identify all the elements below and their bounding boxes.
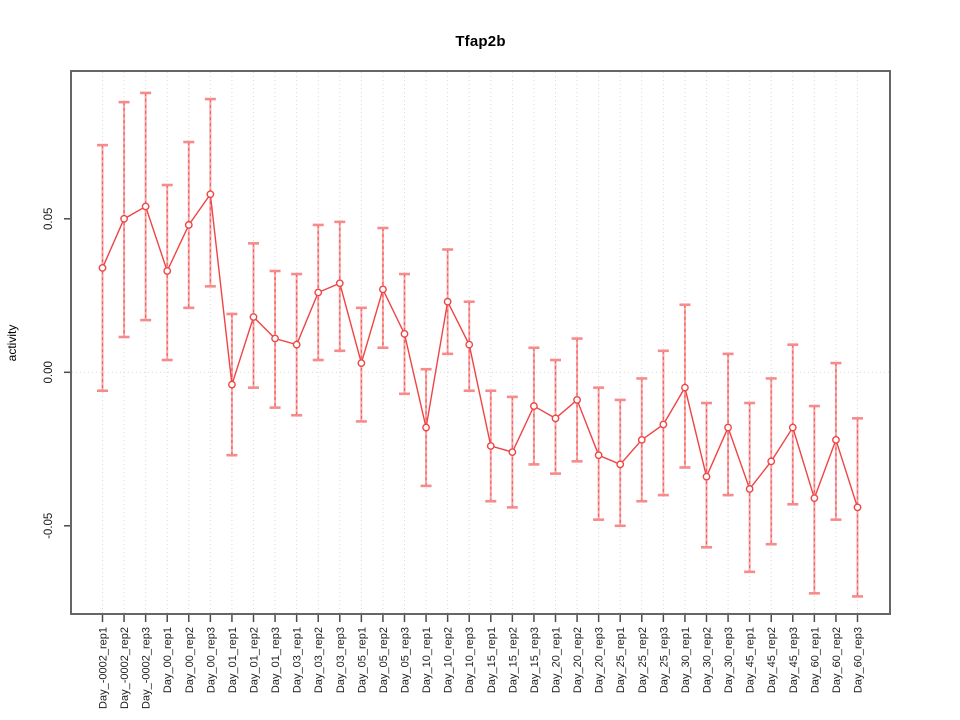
x-tick-label: Day_20_rep3 xyxy=(594,627,606,693)
data-point-marker xyxy=(271,334,279,343)
x-tick-label: Day_45_rep1 xyxy=(745,627,757,693)
data-point-marker xyxy=(206,190,215,199)
x-tick-label: Day_01_rep3 xyxy=(270,627,282,693)
x-tick-label: Day_01_rep1 xyxy=(227,627,239,693)
x-tick-label: Day_00_rep3 xyxy=(205,627,217,693)
x-tick-label: Day_15_rep2 xyxy=(507,627,519,693)
data-point-marker xyxy=(530,402,538,410)
data-point-marker xyxy=(573,396,581,404)
x-tick-label: Day_60_rep3 xyxy=(853,627,865,693)
data-point-marker xyxy=(702,472,711,481)
data-point-marker xyxy=(335,279,344,288)
x-tick-label: Day_10_rep3 xyxy=(464,627,476,693)
x-tick-label: Day_15_rep1 xyxy=(486,627,498,693)
data-point-marker xyxy=(508,448,517,457)
x-tick-label: Day_01_rep2 xyxy=(249,627,261,693)
data-point-marker xyxy=(422,423,430,432)
y-tick-label: 0.05 xyxy=(43,208,55,230)
x-tick-label: Day_-0002_rep1 xyxy=(98,627,110,709)
data-point-marker xyxy=(681,383,689,392)
data-point-marker xyxy=(314,288,323,297)
x-tick-label: Day_25_rep3 xyxy=(658,627,670,693)
data-point-marker xyxy=(637,435,646,444)
x-tick-label: Day_30_rep1 xyxy=(680,627,692,693)
x-tick-label: Day_45_rep2 xyxy=(766,627,778,693)
data-point-marker xyxy=(400,330,409,338)
data-point-marker xyxy=(810,494,819,503)
data-point-marker xyxy=(832,435,840,444)
data-point-marker xyxy=(594,451,603,460)
y-tick-label: -0.05 xyxy=(43,513,55,539)
x-tick-label: Day_03_rep2 xyxy=(313,627,325,693)
data-point-marker xyxy=(465,340,474,349)
plot-frame xyxy=(70,70,891,615)
data-point-marker xyxy=(767,457,776,466)
x-tick-label: Day_-0002_rep3 xyxy=(141,627,153,709)
x-tick-label: Day_15_rep3 xyxy=(529,627,541,693)
x-tick-label: Day_25_rep2 xyxy=(637,627,649,693)
x-tick-label: Day_03_rep3 xyxy=(335,627,347,693)
data-point-marker xyxy=(292,340,301,349)
x-tick-label: Day_00_rep2 xyxy=(184,627,196,693)
x-tick-label: Day_20_rep1 xyxy=(551,627,563,693)
x-tick-label: Day_10_rep1 xyxy=(421,627,433,693)
data-point-marker xyxy=(357,359,366,367)
data-point-marker xyxy=(853,503,862,512)
y-tick-label: 0.00 xyxy=(43,361,55,383)
data-point-marker xyxy=(379,285,387,294)
x-tick-label: Day_05_rep1 xyxy=(356,627,368,693)
x-tick-label: Day_00_rep1 xyxy=(162,627,174,693)
y-axis-title: activity xyxy=(5,324,19,362)
x-tick-label: Day_05_rep2 xyxy=(378,627,390,693)
data-point-marker xyxy=(616,460,625,469)
x-tick-label: Day_03_rep1 xyxy=(292,627,304,693)
data-line xyxy=(101,192,859,508)
data-point-marker xyxy=(551,414,560,423)
x-tick-label: Day_-0002_rep2 xyxy=(119,627,131,709)
data-point-marker xyxy=(724,423,732,432)
data-point-marker xyxy=(745,485,754,493)
data-point-marker xyxy=(486,442,495,450)
data-point-marker xyxy=(98,264,107,272)
data-point-marker xyxy=(163,267,172,275)
data-point-marker xyxy=(443,297,452,306)
chart-title: Tfap2b xyxy=(455,33,506,50)
data-point-marker xyxy=(249,313,258,321)
x-tick-label: Day_30_rep3 xyxy=(723,627,735,693)
x-tick-label: Day_25_rep1 xyxy=(615,627,627,693)
x-tick-label: Day_20_rep2 xyxy=(572,627,584,693)
x-tick-label: Day_10_rep2 xyxy=(443,627,455,693)
data-point-marker xyxy=(141,202,150,211)
data-point-marker xyxy=(120,214,128,223)
x-tick-label: Day_05_rep3 xyxy=(400,627,412,693)
x-tick-label: Day_60_rep1 xyxy=(809,627,821,693)
data-point-marker xyxy=(659,420,668,429)
x-tick-label: Day_60_rep2 xyxy=(831,627,843,693)
data-point-marker xyxy=(788,423,797,432)
x-tick-label: Day_30_rep2 xyxy=(702,627,714,693)
data-point-marker xyxy=(184,221,193,229)
data-point-marker xyxy=(228,380,236,389)
x-tick-label: Day_45_rep3 xyxy=(788,627,800,693)
